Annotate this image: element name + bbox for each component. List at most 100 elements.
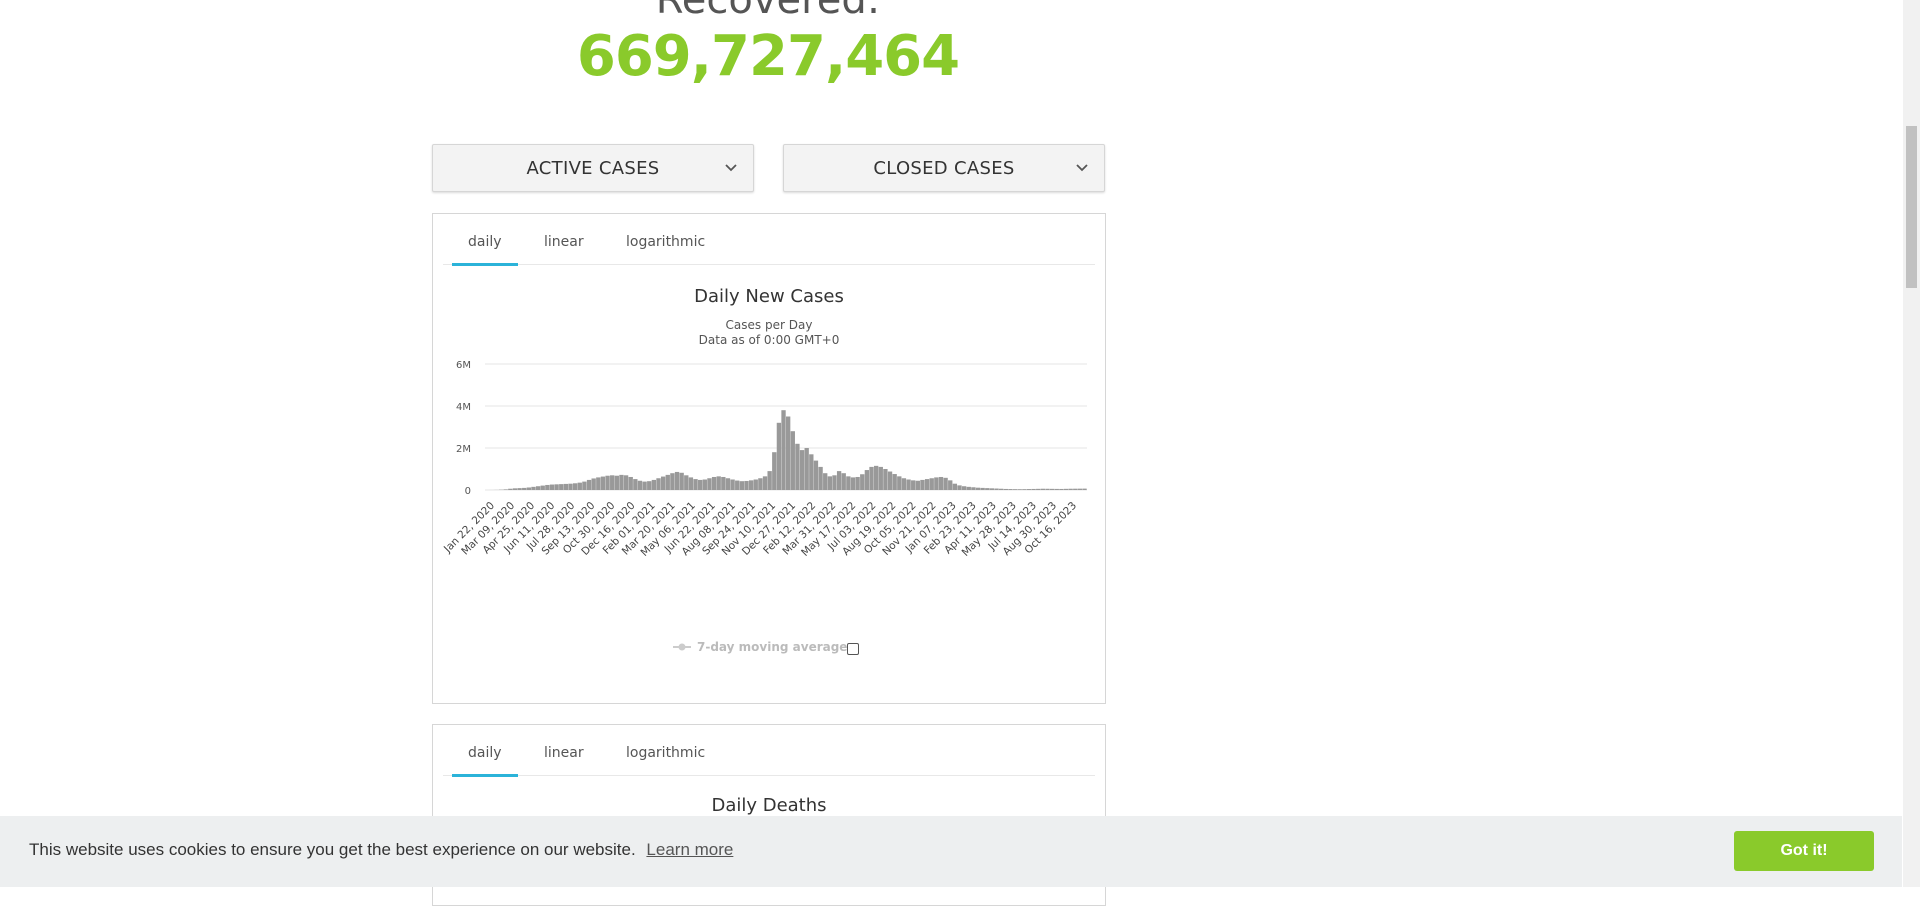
bar[interactable]	[948, 480, 952, 490]
bar[interactable]	[823, 473, 827, 490]
bar[interactable]	[906, 480, 910, 491]
bar[interactable]	[957, 485, 961, 490]
bar[interactable]	[1073, 489, 1077, 490]
bar[interactable]	[985, 488, 989, 490]
bar[interactable]	[1013, 489, 1017, 490]
bar[interactable]	[619, 475, 623, 490]
bar[interactable]	[740, 481, 744, 490]
bar[interactable]	[536, 486, 540, 490]
bar[interactable]	[976, 488, 980, 490]
bar[interactable]	[925, 479, 929, 490]
bar[interactable]	[638, 481, 642, 490]
bar[interactable]	[805, 448, 809, 490]
bar[interactable]	[629, 477, 633, 490]
bar[interactable]	[814, 461, 818, 490]
bar[interactable]	[605, 476, 609, 490]
bar[interactable]	[902, 478, 906, 490]
bar[interactable]	[865, 470, 869, 490]
bar[interactable]	[777, 423, 781, 490]
bar[interactable]	[642, 482, 646, 490]
bar[interactable]	[851, 477, 855, 490]
tab-linear[interactable]: linear	[544, 234, 584, 250]
tab-daily[interactable]: daily	[468, 234, 502, 250]
bar[interactable]	[953, 484, 957, 490]
scrollbar-track[interactable]	[1903, 0, 1920, 887]
bar[interactable]	[990, 488, 994, 490]
bar[interactable]	[934, 477, 938, 490]
bar[interactable]	[897, 476, 901, 490]
bar[interactable]	[601, 477, 605, 490]
bar[interactable]	[846, 476, 850, 490]
bar[interactable]	[800, 450, 804, 490]
bar[interactable]	[596, 477, 600, 490]
bar[interactable]	[943, 478, 947, 490]
bar[interactable]	[1050, 489, 1054, 490]
bar[interactable]	[967, 487, 971, 490]
learn-more-link[interactable]: Learn more	[646, 840, 733, 859]
bar[interactable]	[767, 471, 771, 490]
bar[interactable]	[568, 484, 572, 490]
active-cases-dropdown[interactable]: ACTIVE CASES	[432, 144, 754, 192]
bar[interactable]	[610, 475, 614, 490]
bar[interactable]	[744, 481, 748, 490]
bar[interactable]	[624, 475, 628, 490]
bar[interactable]	[721, 477, 725, 490]
bar[interactable]	[592, 478, 596, 490]
bar[interactable]	[1064, 489, 1068, 490]
bar[interactable]	[837, 471, 841, 490]
bar[interactable]	[675, 472, 679, 490]
bar[interactable]	[994, 489, 998, 490]
bar[interactable]	[999, 489, 1003, 490]
chart-legend[interactable]: 7-day moving average	[673, 640, 847, 654]
bar[interactable]	[1078, 489, 1082, 490]
bar[interactable]	[772, 452, 776, 490]
bar[interactable]	[698, 480, 702, 490]
bar[interactable]	[855, 477, 859, 490]
bar[interactable]	[554, 484, 558, 490]
bar[interactable]	[749, 480, 753, 490]
bar[interactable]	[828, 476, 832, 490]
bar[interactable]	[541, 486, 545, 490]
bar[interactable]	[508, 489, 512, 490]
bar[interactable]	[656, 478, 660, 490]
bar[interactable]	[707, 478, 711, 490]
bar[interactable]	[1018, 489, 1022, 490]
bar[interactable]	[939, 477, 943, 490]
bar[interactable]	[920, 480, 924, 490]
tab-logarithmic[interactable]: logarithmic	[626, 234, 705, 250]
tab-linear[interactable]: linear	[544, 745, 584, 761]
bar[interactable]	[670, 473, 674, 490]
bar[interactable]	[573, 483, 577, 490]
bar[interactable]	[763, 476, 767, 490]
bar[interactable]	[869, 467, 873, 490]
bar[interactable]	[504, 489, 508, 490]
bar[interactable]	[980, 488, 984, 490]
tab-daily[interactable]: daily	[468, 745, 502, 761]
bar[interactable]	[809, 454, 813, 490]
bar[interactable]	[1068, 489, 1072, 490]
bar[interactable]	[1031, 489, 1035, 490]
tab-logarithmic[interactable]: logarithmic	[626, 745, 705, 761]
bar[interactable]	[712, 477, 716, 490]
bar[interactable]	[666, 475, 670, 490]
bar[interactable]	[559, 484, 563, 490]
scrollbar-thumb[interactable]	[1906, 126, 1917, 288]
bar[interactable]	[550, 485, 554, 490]
bar[interactable]	[1059, 489, 1063, 490]
bar[interactable]	[513, 488, 517, 490]
bar[interactable]	[647, 481, 651, 490]
bar[interactable]	[930, 478, 934, 490]
bar[interactable]	[661, 477, 665, 490]
bar[interactable]	[531, 487, 535, 490]
bar[interactable]	[527, 487, 531, 490]
bar[interactable]	[652, 480, 656, 490]
bar[interactable]	[693, 479, 697, 490]
got-it-button[interactable]: Got it!	[1734, 831, 1874, 871]
bar[interactable]	[962, 486, 966, 490]
bar[interactable]	[916, 481, 920, 490]
bar[interactable]	[888, 472, 892, 490]
bar[interactable]	[832, 475, 836, 490]
bar[interactable]	[689, 477, 693, 490]
bar[interactable]	[1036, 489, 1040, 490]
bar[interactable]	[717, 476, 721, 490]
